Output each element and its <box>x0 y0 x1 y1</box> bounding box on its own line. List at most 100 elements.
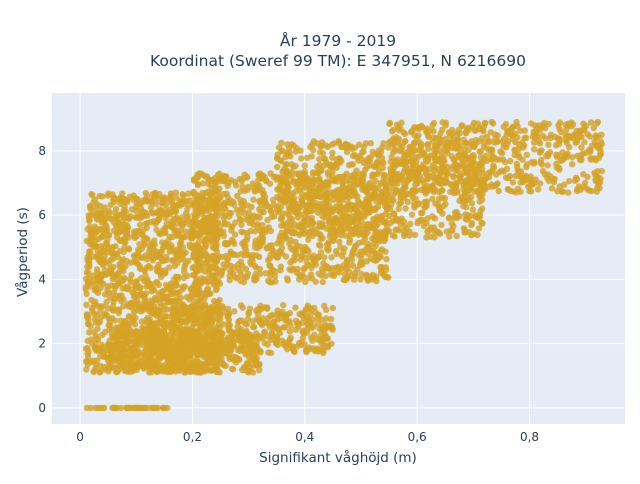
data-point <box>295 323 302 330</box>
data-point <box>391 140 398 147</box>
data-point <box>320 260 327 267</box>
data-point <box>121 348 128 355</box>
data-point <box>498 150 506 157</box>
data-point <box>276 237 283 245</box>
data-point <box>86 240 94 248</box>
data-point <box>159 195 167 203</box>
data-point <box>460 164 467 171</box>
data-point <box>224 221 232 228</box>
data-point <box>282 193 289 200</box>
data-point <box>150 210 157 217</box>
data-point <box>250 362 257 369</box>
data-point <box>433 177 441 184</box>
data-point <box>195 265 203 272</box>
data-point <box>398 119 405 127</box>
data-point <box>255 253 263 261</box>
data-point <box>517 127 524 134</box>
data-point <box>157 254 164 261</box>
data-point <box>103 226 111 233</box>
data-point <box>480 182 488 189</box>
data-point <box>481 119 489 127</box>
data-point <box>196 219 204 227</box>
data-point <box>160 346 167 354</box>
data-point <box>440 154 447 161</box>
data-point <box>468 221 475 229</box>
data-point <box>292 188 300 195</box>
data-point <box>231 331 238 338</box>
data-point <box>542 135 549 142</box>
data-point <box>287 221 294 228</box>
data-point <box>192 320 200 327</box>
data-point <box>221 199 228 207</box>
data-point <box>360 148 367 155</box>
data-point <box>93 287 100 295</box>
data-point <box>185 190 192 197</box>
data-point <box>105 231 112 238</box>
data-point <box>379 190 386 197</box>
data-point <box>190 188 197 195</box>
data-point <box>138 254 145 261</box>
data-point <box>312 261 320 268</box>
data-point <box>264 341 271 348</box>
data-point <box>184 367 191 374</box>
data-point <box>244 367 252 374</box>
data-point <box>413 187 420 194</box>
data-point <box>523 134 530 141</box>
data-point <box>268 213 275 220</box>
data-point <box>94 269 101 276</box>
data-point <box>216 310 224 318</box>
data-point <box>442 135 449 142</box>
data-point <box>453 162 460 169</box>
data-point <box>177 294 185 302</box>
data-point <box>117 343 124 350</box>
data-point <box>319 213 326 220</box>
data-point <box>361 249 368 256</box>
data-point <box>128 331 135 338</box>
data-point <box>319 191 327 198</box>
data-point <box>363 195 370 203</box>
data-point <box>110 218 117 226</box>
data-point <box>592 134 599 141</box>
data-point <box>152 279 160 287</box>
data-point <box>212 211 219 219</box>
data-point <box>239 304 246 311</box>
data-point <box>476 198 483 205</box>
y-tick-label: 4 <box>38 272 46 286</box>
data-point <box>163 211 170 218</box>
data-point <box>194 173 202 180</box>
data-point <box>226 272 233 280</box>
data-point <box>545 141 552 148</box>
data-point <box>279 148 286 155</box>
data-point <box>303 347 310 354</box>
data-point <box>148 350 155 357</box>
data-point <box>290 179 297 186</box>
data-point <box>462 211 469 218</box>
data-point <box>157 208 164 215</box>
data-point <box>249 251 256 259</box>
data-point <box>467 184 475 191</box>
data-point <box>190 367 197 374</box>
data-point <box>311 189 319 196</box>
data-point <box>115 324 122 331</box>
data-point <box>244 183 252 191</box>
x-tick-label: 0 <box>76 430 84 444</box>
data-point <box>189 324 196 331</box>
data-point <box>105 207 113 215</box>
data-point <box>195 232 202 239</box>
data-point <box>301 243 309 251</box>
data-point <box>368 206 376 213</box>
data-point <box>463 169 470 177</box>
data-point <box>191 210 198 218</box>
data-point <box>553 164 560 171</box>
data-point <box>407 220 414 228</box>
data-point <box>372 177 379 185</box>
data-point <box>343 264 351 271</box>
data-point <box>377 247 385 255</box>
data-point <box>450 223 457 230</box>
data-point <box>307 204 314 211</box>
data-point <box>138 290 145 297</box>
data-point <box>212 286 220 294</box>
data-point <box>444 144 451 152</box>
data-point <box>327 315 335 323</box>
